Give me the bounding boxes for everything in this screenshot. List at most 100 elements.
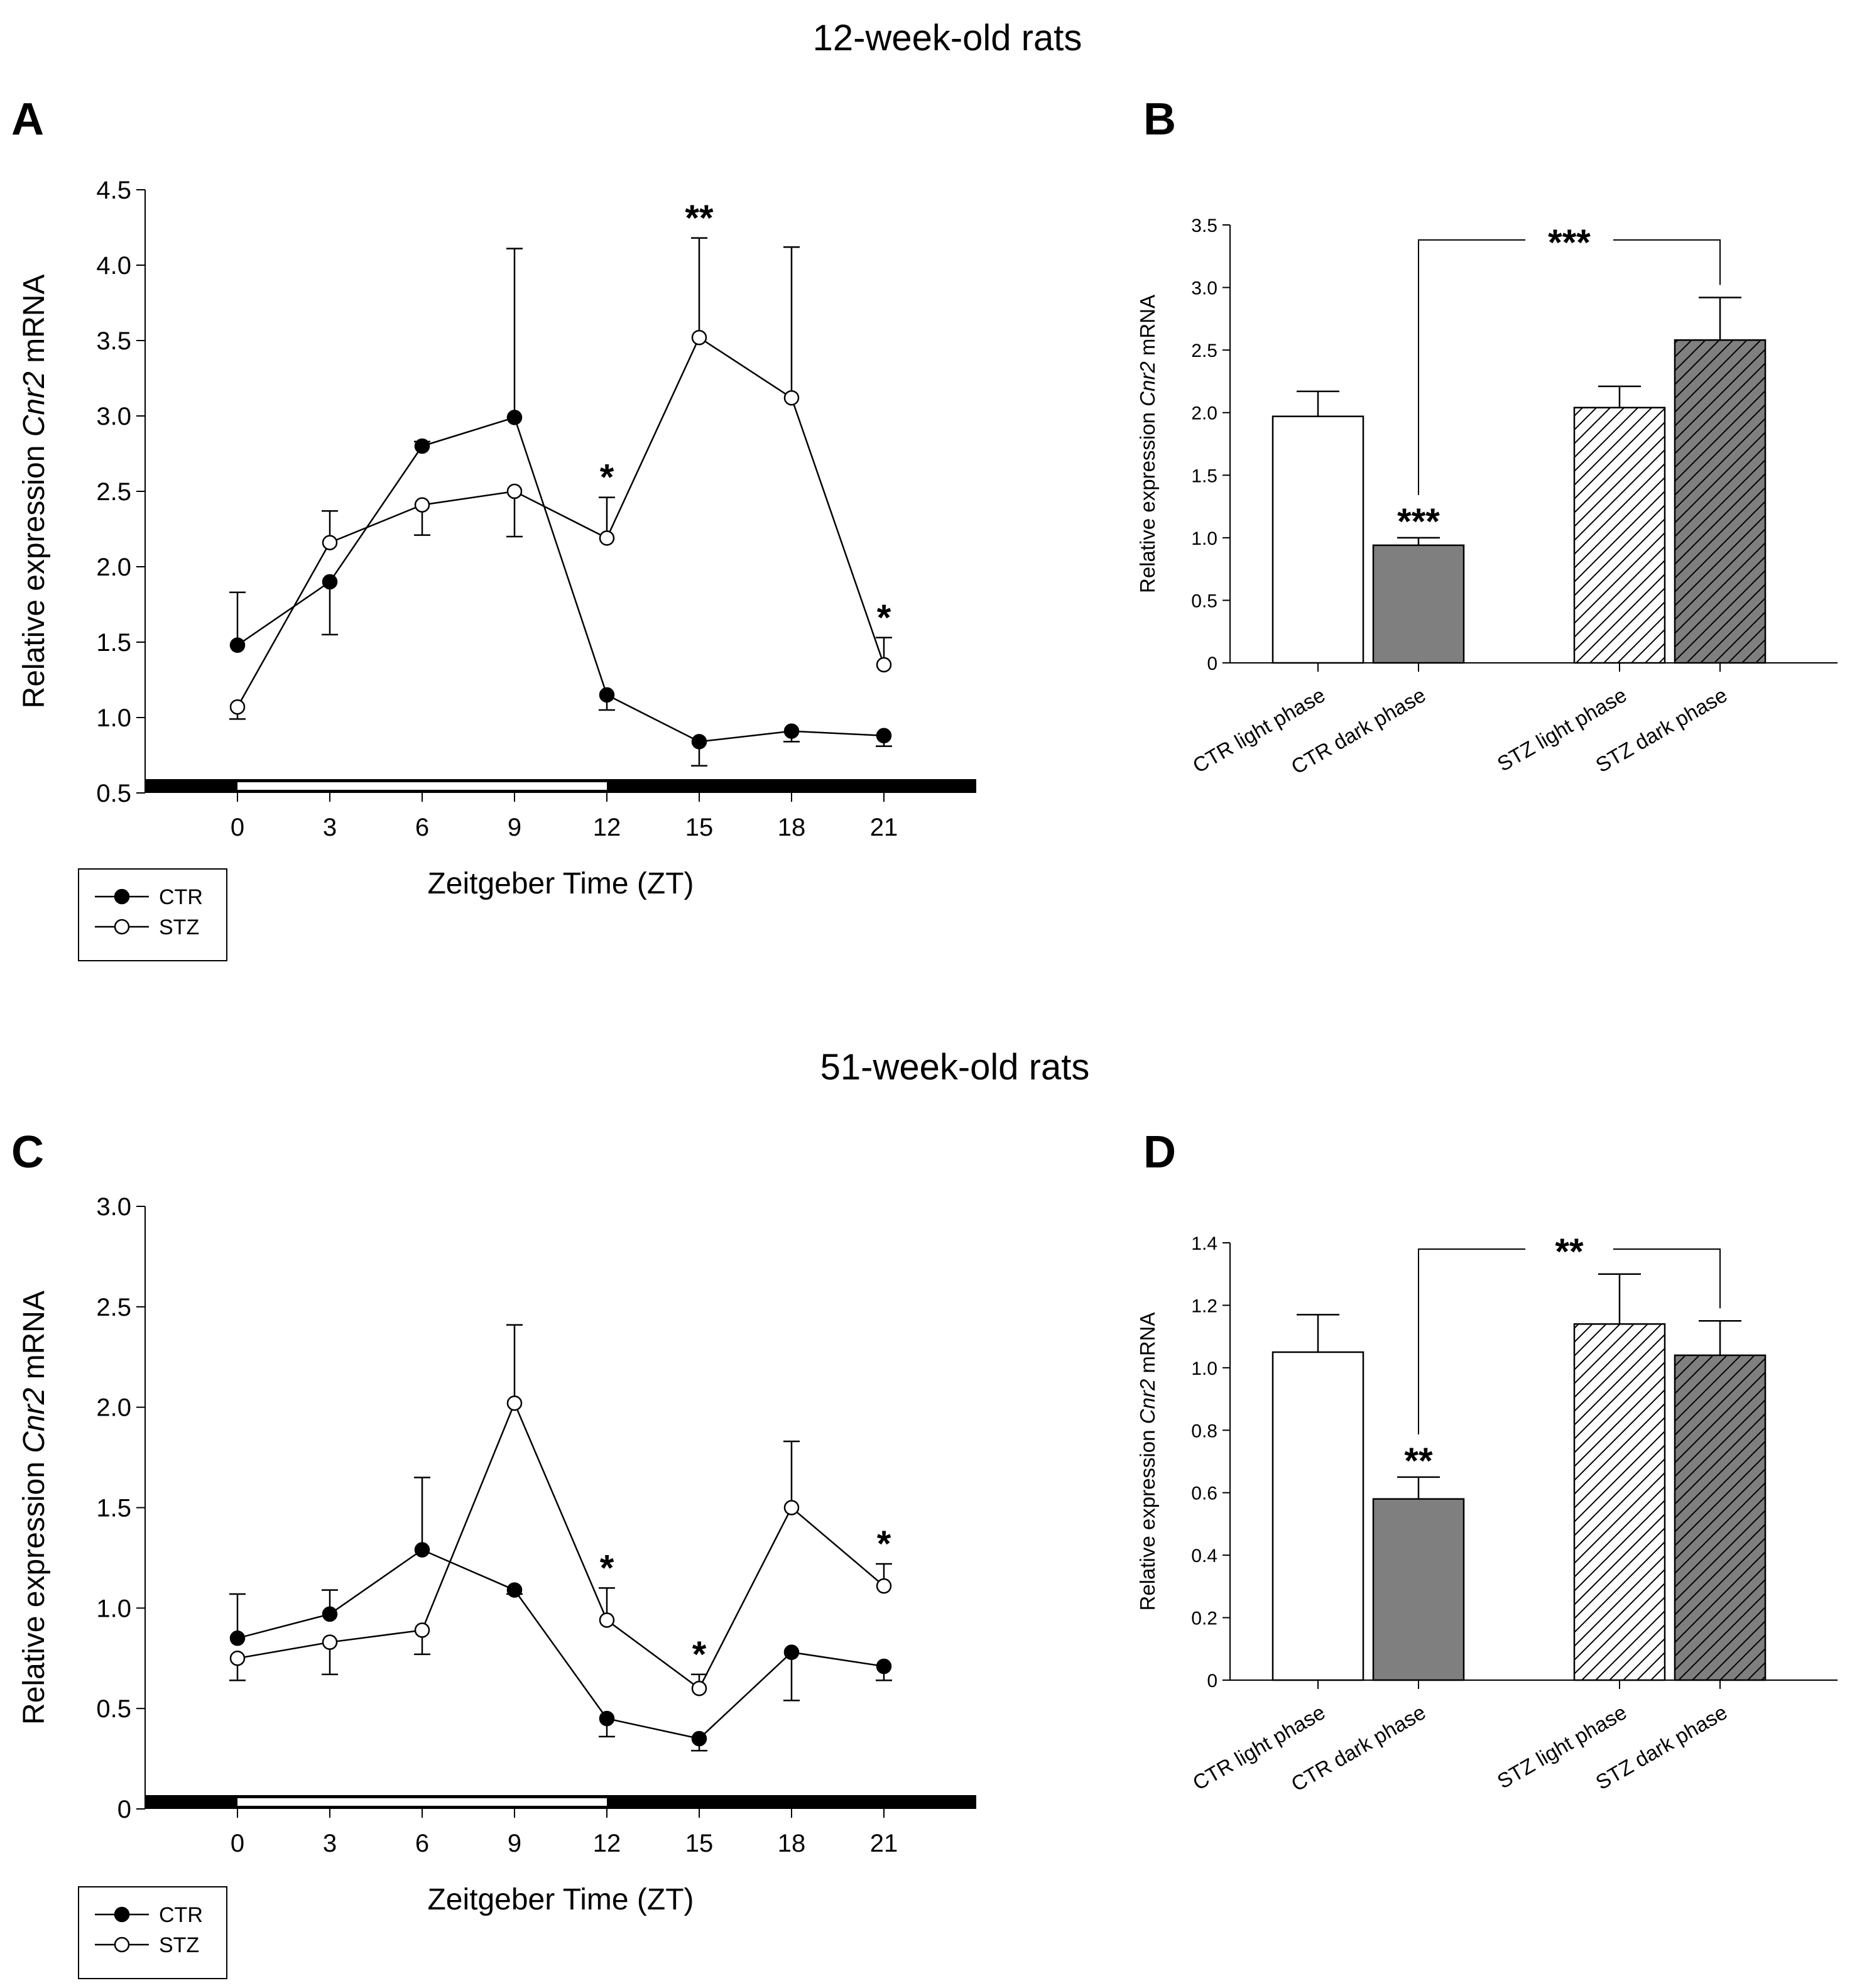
bar xyxy=(1674,339,1767,664)
legend-label-ctr: CTR xyxy=(159,1903,203,1927)
legend-marker-ctr xyxy=(114,888,130,905)
point-stz xyxy=(876,1578,892,1594)
y-tick-label: 0 xyxy=(1207,1671,1217,1691)
significance-star: *** xyxy=(1397,501,1440,542)
point-ctr xyxy=(229,1630,246,1646)
point-ctr xyxy=(322,1606,338,1622)
point-stz xyxy=(229,1651,246,1666)
point-stz xyxy=(599,530,615,546)
section-title-51-week: 51-week-old rats xyxy=(820,1047,1090,1088)
x-tick-label: 6 xyxy=(415,814,429,841)
x-axis-label: Zeitgeber Time (ZT) xyxy=(427,867,694,900)
point-stz xyxy=(876,657,892,673)
point-stz xyxy=(506,1395,523,1411)
point-ctr xyxy=(691,1730,707,1747)
legend-label-ctr: CTR xyxy=(159,885,203,909)
light-phase-bar xyxy=(237,1798,607,1806)
significance-star: * xyxy=(877,598,891,638)
significance-star: ** xyxy=(685,198,714,239)
x-tick-label: 3 xyxy=(323,814,337,841)
light-phase-bar xyxy=(237,782,607,790)
point-stz xyxy=(691,329,707,346)
point-ctr xyxy=(691,734,707,750)
point-stz xyxy=(783,1500,800,1516)
point-ctr xyxy=(414,438,430,454)
x-tick-label: 3 xyxy=(323,1830,337,1857)
significance-star: * xyxy=(600,1548,614,1588)
bar xyxy=(1674,1354,1767,1681)
y-axis-label: Relative expression Cnr2 mRNA xyxy=(1136,295,1159,593)
y-tick-label: 4.0 xyxy=(96,252,131,280)
significance-star: * xyxy=(600,457,614,498)
y-tick-label: 3.5 xyxy=(1191,216,1217,236)
point-stz xyxy=(322,535,338,550)
point-stz xyxy=(783,390,800,406)
series-line-stz xyxy=(236,336,885,707)
x-tick-label: 18 xyxy=(778,814,806,841)
y-tick-label: 3.5 xyxy=(96,327,131,355)
bar xyxy=(1573,1323,1666,1681)
legend-label-stz: STZ xyxy=(159,1933,199,1957)
y-tick-label: 1.0 xyxy=(96,704,131,732)
y-tick-label: 2.0 xyxy=(96,554,131,581)
series-line-stz xyxy=(237,1401,885,1690)
panel-label: B xyxy=(1143,94,1176,145)
point-ctr xyxy=(783,1644,800,1660)
bar xyxy=(1272,415,1364,664)
y-tick-label: 3.0 xyxy=(96,403,131,430)
point-ctr xyxy=(599,1710,615,1727)
point-stz xyxy=(414,497,430,513)
panel-d-bar-chart: D 0 0.2 0.4 0.6 0.8 1.0 1.2 1.4 Relative expressi… xyxy=(1136,1127,1838,1796)
bar xyxy=(1272,1351,1364,1681)
y-tick-label: 0.5 xyxy=(96,780,131,807)
legend-marker-ctr xyxy=(114,1906,130,1923)
bracket-star: ** xyxy=(1555,1232,1584,1272)
y-tick-label: 4.5 xyxy=(96,177,131,204)
bar xyxy=(1372,544,1465,664)
y-tick-label: 0.8 xyxy=(1191,1421,1217,1441)
y-axis-label: Relative expression Cnr2 mRNA xyxy=(18,1291,51,1725)
panel-c-line-chart: C 0 0.5 1.0 1.5 2.0 2.5 3.0 0 3 6 9 12 15 18 21 Zeitgebe… xyxy=(11,1127,976,1979)
y-axis-label: Relative expression Cnr2 mRNA xyxy=(18,275,51,709)
bracket-left xyxy=(1418,239,1525,495)
point-stz xyxy=(599,1612,615,1628)
panel-label: D xyxy=(1143,1127,1176,1177)
bracket-right xyxy=(1613,239,1721,285)
series-line-ctr xyxy=(237,416,885,743)
x-tick-label: 15 xyxy=(685,1830,714,1857)
point-ctr xyxy=(322,574,338,590)
point-ctr xyxy=(229,637,246,653)
x-tick-label: 0 xyxy=(231,1830,244,1857)
panel-label: A xyxy=(11,94,44,145)
y-tick-label: 1.5 xyxy=(96,1495,131,1522)
y-tick-label: 1.5 xyxy=(96,629,131,657)
y-tick-label: 2.0 xyxy=(1191,403,1217,424)
point-stz xyxy=(691,1680,707,1696)
y-tick-label: 1.0 xyxy=(1191,1358,1217,1379)
y-tick-label: 0.6 xyxy=(1191,1483,1217,1504)
y-tick-label: 1.5 xyxy=(1191,466,1217,486)
x-tick-label: 15 xyxy=(685,814,714,841)
bar xyxy=(1573,407,1666,664)
x-tick-label: 18 xyxy=(778,1830,806,1857)
x-tick-label: 9 xyxy=(508,814,521,841)
bracket-right xyxy=(1613,1248,1721,1309)
y-tick-label: 1.0 xyxy=(1191,528,1217,549)
x-tick-label: 21 xyxy=(870,814,898,841)
significance-star: * xyxy=(877,1524,891,1565)
x-tick-label: 12 xyxy=(593,1830,621,1857)
point-ctr xyxy=(506,1582,523,1598)
y-tick-label: 2.5 xyxy=(1191,341,1217,361)
y-tick-label: 2.5 xyxy=(96,1294,131,1321)
bracket-star: *** xyxy=(1548,222,1591,263)
bar xyxy=(1372,1498,1465,1681)
y-tick-label: 0.4 xyxy=(1191,1546,1217,1566)
legend-label-stz: STZ xyxy=(159,915,199,939)
legend-marker-stz xyxy=(114,1936,130,1953)
point-stz xyxy=(414,1622,430,1638)
y-tick-label: 2.5 xyxy=(96,478,131,506)
significance-star: ** xyxy=(1404,1441,1433,1482)
panel-a-line-chart: A 0.5 1.0 1.5 2.0 2.5 3.0 3.5 4.0 4.5 0 3 6 9 12 15 18 21… xyxy=(11,94,976,961)
x-tick-label: 12 xyxy=(593,814,621,841)
